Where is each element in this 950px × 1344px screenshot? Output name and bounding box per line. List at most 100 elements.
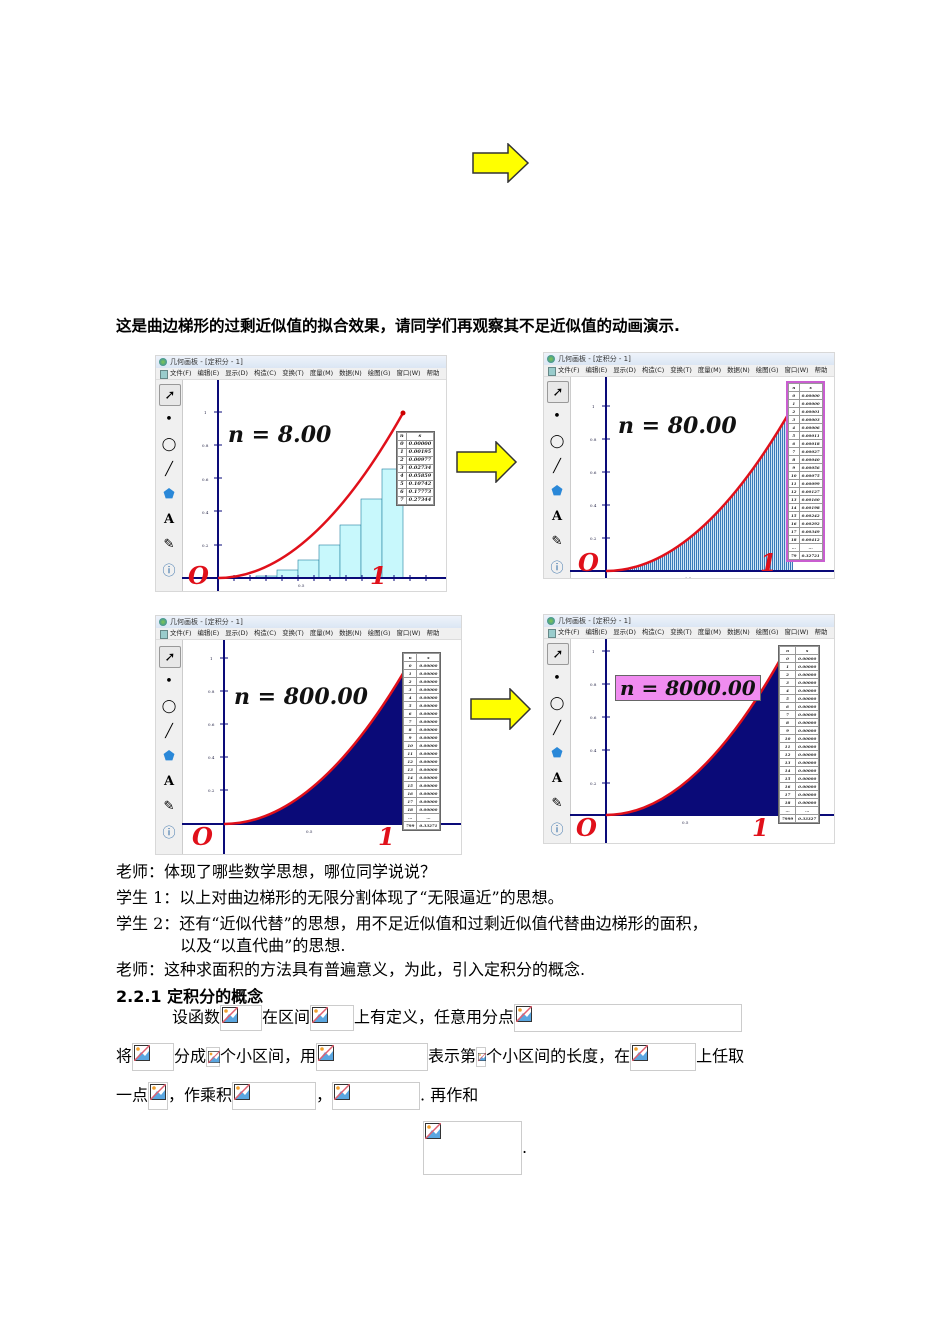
menu-number[interactable]: 数据(N) [339,369,362,377]
menu-bar: 文件(F) 编辑(E) 显示(D) 构造(C) 变换(T) 度量(M) 数据(N) 绘图(G)… [156,628,461,640]
menu-edit[interactable]: 编辑(E) [585,366,608,374]
menu-transform[interactable]: 变换(T) [282,369,304,377]
select-arrow-tool-icon[interactable]: ➚ [159,646,181,668]
line-tool-icon[interactable]: ╱ [553,720,561,736]
line-tool-icon[interactable]: ╱ [165,461,173,477]
menu-file[interactable]: 文件(F) [558,628,580,636]
line-tool-icon[interactable]: ╱ [165,723,173,739]
menu-display[interactable]: 显示(D) [225,629,248,637]
menu-measure[interactable]: 度量(M) [697,628,722,636]
point-tool-icon[interactable]: • [165,411,173,427]
table-row: 7 0.27344 [397,496,435,505]
window-title: 几何画板 - [定积分 - 1] [558,617,631,625]
table-row: 2 0.00001 [788,407,823,416]
definition-line-1: 设函数 在区间 上有定义，任意用分点 [172,1004,743,1032]
select-arrow-tool-icon[interactable]: ➚ [547,381,569,403]
menu-graph[interactable]: 绘图(G) [367,369,391,377]
menu-file[interactable]: 文件(F) [170,369,192,377]
menu-edit[interactable]: 编辑(E) [197,369,220,377]
menu-transform[interactable]: 变换(T) [670,366,692,374]
compass-tool-icon[interactable]: ◯ [161,436,177,452]
menu-graph[interactable]: 绘图(G) [755,628,779,636]
menu-bar: 文件(F) 编辑(E) 显示(D) 构造(C) 变换(T) 度量(M) 数据(N) 绘图(G)… [156,368,446,380]
point-tool-icon[interactable]: • [553,670,561,686]
menu-graph[interactable]: 绘图(G) [367,629,391,637]
window-title-bar: 几何画板 - [定积分 - 1] [544,353,834,365]
svg-text:0.2: 0.2 [590,536,597,541]
polygon-tool-icon[interactable]: ⬟ [163,486,175,502]
marker-tool-icon[interactable]: ✎ [163,798,175,814]
menu-edit[interactable]: 编辑(E) [197,629,220,637]
menu-measure[interactable]: 度量(M) [697,366,722,374]
menu-number[interactable]: 数据(N) [339,629,362,637]
menu-measure[interactable]: 度量(M) [309,369,334,377]
formula-image-riemann-sum [423,1121,522,1175]
polygon-tool-icon[interactable]: ⬟ [551,745,563,761]
marker-tool-icon[interactable]: ✎ [551,533,563,549]
text-tool-icon[interactable]: A [551,770,563,786]
point-tool-icon[interactable]: • [165,673,173,689]
menu-help[interactable]: 帮助 [814,628,828,636]
compass-tool-icon[interactable]: ◯ [549,433,565,449]
marker-tool-icon[interactable]: ✎ [551,795,563,811]
menu-number[interactable]: 数据(N) [727,366,750,374]
formula-image-product [232,1082,317,1110]
formula-image-n [206,1047,221,1067]
select-arrow-tool-icon[interactable]: ➚ [547,643,569,665]
table-header: n [402,653,418,662]
menu-help[interactable]: 帮助 [814,366,828,374]
graph-canvas-n8[interactable]: 1 0.6 0.8 0.4 0.2 0.5 [182,380,446,591]
text-tool-icon[interactable]: A [163,773,175,789]
table-row: 18 0.00000 [778,798,820,807]
menu-window[interactable]: 窗口(W) [784,366,809,374]
menu-window[interactable]: 窗口(W) [396,369,421,377]
compass-tool-icon[interactable]: ◯ [161,698,177,714]
menu-transform[interactable]: 变换(T) [670,628,692,636]
text-tool-icon[interactable]: A [551,508,563,524]
menu-help[interactable]: 帮助 [426,369,440,377]
menu-number[interactable]: 数据(N) [727,628,750,636]
text-fragment: ， [316,1085,333,1105]
broken-image-icon [234,1084,250,1100]
graph-canvas-n80[interactable]: 1 0.8 0.6 0.4 0.2 0.5 [570,377,834,578]
dialog-student-1: 学生 1：以上对曲边梯形的无限分割体现了“无限逼近”的思想。 [116,888,564,907]
menu-construct[interactable]: 构造(C) [253,629,277,637]
svg-text:1: 1 [592,649,595,654]
table-row: 5 0.00000 [778,694,820,703]
menu-edit[interactable]: 编辑(E) [585,628,608,636]
intro-text: 这是曲边梯形的过剩近似值的拟合效果，请同学们再观察其不足近似值的动画演示. [116,317,680,335]
menu-file[interactable]: 文件(F) [170,629,192,637]
menu-window[interactable]: 窗口(W) [396,629,421,637]
point-tool-icon[interactable]: • [553,408,561,424]
menu-measure[interactable]: 度量(M) [309,629,334,637]
formula-sum-block: . [423,1121,527,1175]
menu-construct[interactable]: 构造(C) [641,366,665,374]
menu-display[interactable]: 显示(D) [225,369,248,377]
dialog-teacher-1: 老师：体现了哪些数学思想，哪位同学说说？ [116,862,437,881]
graph-canvas-n800[interactable]: 1 0.8 0.6 0.4 0.2 0.5 [182,640,461,854]
menu-construct[interactable]: 构造(C) [641,628,665,636]
info-tool-icon[interactable]: ⓘ [550,822,564,838]
menu-construct[interactable]: 构造(C) [253,369,277,377]
marker-tool-icon[interactable]: ✎ [163,536,175,552]
compass-tool-icon[interactable]: ◯ [549,695,565,711]
line-tool-icon[interactable]: ╱ [553,458,561,474]
text-fragment: ，作乘积 [168,1085,233,1105]
formula-image-ab [132,1043,175,1071]
info-tool-icon[interactable]: ⓘ [162,563,176,579]
broken-image-icon [478,1049,486,1065]
menu-display[interactable]: 显示(D) [613,366,636,374]
info-tool-icon[interactable]: ⓘ [550,560,564,576]
menu-graph[interactable]: 绘图(G) [755,366,779,374]
text-tool-icon[interactable]: A [163,511,175,527]
menu-display[interactable]: 显示(D) [613,628,636,636]
info-tool-icon[interactable]: ⓘ [162,825,176,841]
menu-window[interactable]: 窗口(W) [784,628,809,636]
select-arrow-tool-icon[interactable]: ➚ [159,384,181,406]
menu-help[interactable]: 帮助 [426,629,440,637]
polygon-tool-icon[interactable]: ⬟ [551,483,563,499]
menu-file[interactable]: 文件(F) [558,366,580,374]
menu-transform[interactable]: 变换(T) [282,629,304,637]
polygon-tool-icon[interactable]: ⬟ [163,748,175,764]
